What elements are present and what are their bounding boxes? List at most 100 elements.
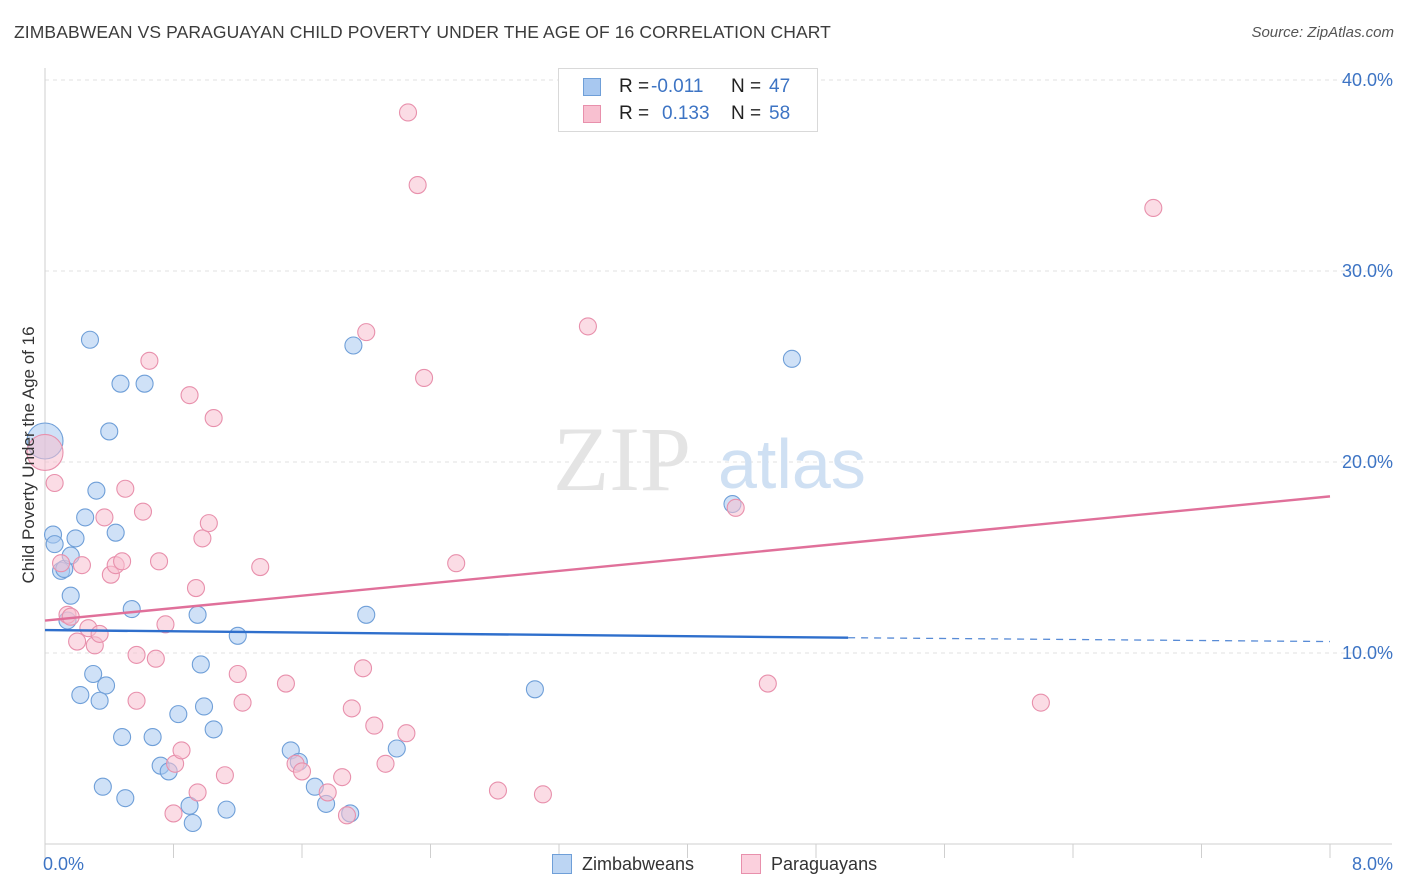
zimbabweans-point bbox=[93, 777, 112, 796]
zimbabweans-point bbox=[45, 535, 64, 554]
paraguayans-point bbox=[180, 386, 199, 405]
paraguayans-point bbox=[292, 762, 312, 781]
paraguayans-point bbox=[164, 804, 183, 823]
legend-n-value: 47 bbox=[769, 76, 791, 97]
watermark-zip: ZIP bbox=[553, 408, 691, 510]
zimbabweans-point bbox=[100, 422, 119, 441]
paraguayans-point bbox=[758, 674, 777, 693]
zimbabweans-point bbox=[61, 586, 80, 605]
paraguayans-point bbox=[127, 645, 146, 664]
bottom-legend-label: Paraguayans bbox=[771, 853, 878, 874]
paraguayans-point bbox=[251, 557, 270, 577]
paraguayans-point bbox=[376, 754, 395, 773]
paraguayans-points bbox=[26, 103, 1163, 825]
zimbabweans-point bbox=[106, 523, 125, 542]
paraguayans-point bbox=[357, 323, 376, 342]
paraguayans-point bbox=[578, 317, 597, 336]
y-axis-label: Child Poverty Under the Age of 16 bbox=[19, 326, 38, 583]
zimbabweans-point bbox=[188, 605, 207, 624]
paraguayans-point bbox=[397, 724, 416, 743]
paraguayans-point bbox=[26, 433, 64, 472]
paraguayans-point bbox=[140, 351, 159, 370]
zimbabweans-point bbox=[344, 336, 363, 355]
zimbabweans-point bbox=[111, 374, 130, 393]
paraguayans-point bbox=[408, 176, 427, 195]
zimbabweans-point bbox=[183, 813, 202, 833]
zimbabweans-point bbox=[122, 600, 141, 619]
paraguayans-point bbox=[127, 691, 146, 710]
paraguayans-point bbox=[342, 699, 361, 718]
zimbabweans-point bbox=[80, 330, 100, 349]
chart-title: ZIMBABWEAN VS PARAGUAYAN CHILD POVERTY U… bbox=[14, 22, 831, 42]
legend-n-label: N = bbox=[731, 103, 762, 124]
zimbabweans-point bbox=[191, 655, 210, 674]
paraguayans-point bbox=[1031, 693, 1050, 712]
bottom-legend-label: Zimbabweans bbox=[582, 853, 695, 874]
source-credit: Source: ZipAtlas.com bbox=[1251, 24, 1394, 41]
paraguayans-point bbox=[398, 103, 418, 122]
zimbabweans-point bbox=[782, 349, 801, 368]
paraguayans-point bbox=[156, 615, 175, 634]
legend-r-value: 0.133 bbox=[662, 103, 710, 124]
paraguayans-point bbox=[52, 554, 71, 573]
zimbabweans-point bbox=[76, 508, 95, 527]
paraguayans-point bbox=[353, 659, 373, 678]
zimbabweans-trend-extension bbox=[848, 637, 1331, 643]
trend-lines bbox=[44, 495, 1331, 643]
zimbabweans-point bbox=[180, 796, 199, 815]
legend-swatch-blue bbox=[583, 78, 601, 96]
correlation-legend: R = -0.011 N = 47 R = 0.133 N = 58 bbox=[558, 68, 818, 132]
legend-n-label: N = bbox=[731, 76, 762, 97]
legend-r-label: R = bbox=[619, 76, 650, 97]
paraguayans-point bbox=[199, 514, 218, 533]
y-tick-label: 40.0% bbox=[1342, 70, 1393, 90]
paraguayans-point bbox=[95, 508, 114, 527]
paraguayans-point bbox=[193, 529, 212, 548]
paraguayans-point bbox=[318, 783, 337, 802]
paraguayans-point bbox=[233, 693, 252, 712]
grid-lines bbox=[45, 79, 1392, 654]
paraguayans-point bbox=[533, 785, 552, 804]
legend-swatch-pink bbox=[583, 105, 601, 123]
paraguayans-point bbox=[68, 632, 87, 651]
paraguayans-point bbox=[726, 498, 745, 517]
paraguayans-point bbox=[337, 806, 357, 825]
zimbabweans-point bbox=[66, 529, 85, 548]
paraguayans-point bbox=[72, 556, 91, 575]
zimbabweans-point bbox=[71, 685, 90, 705]
bottom-legend-paraguayans: Paraguayans bbox=[741, 852, 877, 876]
legend-n-value: 58 bbox=[769, 103, 791, 124]
bottom-legend-swatch-blue bbox=[552, 854, 572, 874]
paraguayans-point bbox=[215, 766, 234, 785]
x-tick-label: 0.0% bbox=[43, 854, 84, 874]
zimbabweans-point bbox=[116, 789, 135, 808]
watermark-atlas: atlas bbox=[718, 425, 866, 503]
paraguayans-point bbox=[365, 716, 384, 735]
paraguayans-point bbox=[133, 502, 153, 521]
paraguayans-point bbox=[172, 741, 191, 760]
y-tick-label: 10.0% bbox=[1342, 643, 1393, 663]
zimbabweans-point bbox=[217, 800, 236, 819]
tick-labels: 10.0% 20.0% 30.0% 40.0% 0.0% 8.0% bbox=[43, 70, 1393, 874]
paraguayans-point bbox=[228, 664, 247, 684]
zimbabweans-point bbox=[84, 664, 103, 684]
paraguayans-point bbox=[188, 783, 207, 802]
paraguayans-point bbox=[186, 579, 206, 598]
zimbabweans-point bbox=[169, 705, 188, 724]
zimbabweans-points bbox=[26, 330, 801, 833]
paraguayans-point bbox=[45, 473, 64, 493]
zimbabweans-point bbox=[87, 481, 106, 500]
zimbabweans-point bbox=[135, 374, 154, 393]
zimbabweans-point bbox=[387, 739, 406, 758]
zimbabweans-point bbox=[525, 680, 544, 699]
zimbabweans-point bbox=[143, 727, 162, 747]
y-tick-label: 20.0% bbox=[1342, 452, 1393, 472]
legend-r-label: R = bbox=[619, 103, 650, 124]
zimbabweans-point bbox=[90, 691, 109, 710]
zimbabweans-point bbox=[113, 727, 132, 747]
zimbabweans-point bbox=[194, 697, 214, 716]
paraguayans-point bbox=[204, 409, 223, 428]
paraguayans-point bbox=[146, 649, 165, 668]
bottom-legend-zimbabweans: Zimbabweans bbox=[552, 852, 694, 876]
